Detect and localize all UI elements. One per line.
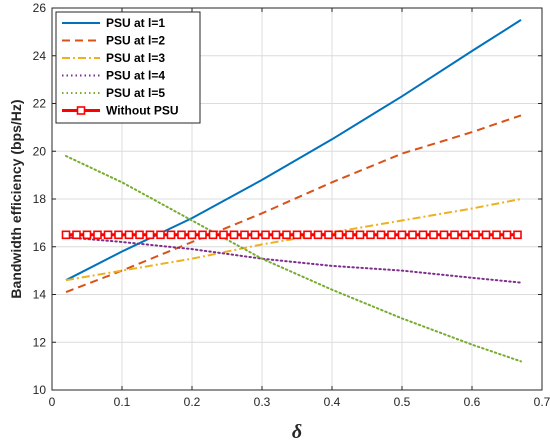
y-tick-label: 18 <box>33 192 47 206</box>
series-6-marker <box>429 230 438 240</box>
series-5-line <box>65 155 522 363</box>
series-6-marker <box>324 230 333 240</box>
series-3-line <box>65 198 522 282</box>
series-6-marker <box>282 230 291 240</box>
series-6-marker <box>471 230 480 240</box>
series-6-marker <box>135 230 144 240</box>
series-6-marker <box>481 230 491 240</box>
series-6-marker <box>387 230 396 240</box>
series-6-marker <box>145 230 155 240</box>
series-6-marker <box>124 230 134 240</box>
y-tick-label: 14 <box>33 288 47 302</box>
series-6-marker <box>166 230 176 240</box>
y-tick-label: 20 <box>33 144 47 158</box>
series-6-marker <box>345 230 354 240</box>
series-6-marker <box>271 230 281 240</box>
series-6-marker <box>82 230 92 240</box>
series-6-marker <box>408 230 417 240</box>
legend: PSU at l=1 PSU at l=2 PSU at l=3 PSU at l=4… <box>55 11 201 124</box>
series-1-line <box>65 19 522 282</box>
series-6-marker <box>187 230 197 240</box>
x-tick-label: 0.1 <box>114 395 131 409</box>
x-tick-label: 0 <box>49 395 56 409</box>
legend-entry: PSU at l=4 <box>106 69 165 83</box>
x-tick-label: 0.7 <box>534 395 550 409</box>
series-6-marker <box>366 230 375 240</box>
series-6-marker <box>114 230 123 240</box>
y-tick-label: 12 <box>33 335 47 349</box>
legend-box <box>55 11 201 124</box>
series-6-marker <box>93 230 102 240</box>
y-axis-label: Bandwidth efficiency (bps/Hz) <box>8 99 24 298</box>
x-tick-label: 0.3 <box>254 395 271 409</box>
legend-marker <box>76 106 86 115</box>
series-6-marker <box>72 230 81 240</box>
series-6-marker <box>460 230 470 240</box>
series-6-marker <box>492 230 501 240</box>
series-6-marker <box>240 230 249 240</box>
series-6-marker <box>103 230 113 240</box>
x-axis-label: δ <box>292 421 302 443</box>
x-tick-label: 0.6 <box>464 395 481 409</box>
series-6-marker <box>397 230 407 240</box>
series-6-marker <box>250 230 260 240</box>
y-tick-label: 16 <box>33 240 47 254</box>
series-6-marker <box>502 230 512 240</box>
series-6-marker <box>198 230 207 240</box>
y-tick-label: 24 <box>33 49 47 63</box>
series-6-marker <box>292 230 302 240</box>
series-6-marker <box>376 230 386 240</box>
legend-entry: Without PSU <box>106 104 179 118</box>
series-6-marker <box>313 230 323 240</box>
series-6-marker <box>355 230 365 240</box>
series-6-marker <box>418 230 428 240</box>
series-6-marker <box>156 230 165 240</box>
legend-entry: PSU at l=5 <box>106 86 165 100</box>
series-6-marker <box>334 230 344 240</box>
series-6-marker <box>513 230 522 240</box>
y-tick-label: 10 <box>33 383 47 397</box>
series-6-marker <box>303 230 312 240</box>
x-tick-label: 0.2 <box>184 395 201 409</box>
x-tick-label: 0.5 <box>394 395 411 409</box>
series-6-marker <box>439 230 449 240</box>
series-6-marker <box>450 230 459 240</box>
series-6-marker <box>229 230 239 240</box>
y-tick-label: 26 <box>33 1 47 15</box>
legend-entry: PSU at l=2 <box>106 34 165 48</box>
series-6-marker <box>61 230 71 240</box>
series-6-marker <box>261 230 270 240</box>
series-4-line <box>65 236 522 284</box>
tick-layer: 0 0.1 0.2 0.3 0.4 0.5 0.6 0.7 10 12 14 16 18 20 22 24 26 <box>33 1 550 409</box>
series-6-marker <box>208 230 218 240</box>
series-layer <box>61 19 522 363</box>
y-tick-label: 22 <box>33 97 47 111</box>
series-6-marker <box>177 230 186 240</box>
legend-entry: PSU at l=3 <box>106 51 165 65</box>
legend-entry: PSU at l=1 <box>106 16 165 30</box>
series-2-line <box>65 114 522 294</box>
x-tick-label: 0.4 <box>324 395 341 409</box>
series-6-marker <box>219 230 228 240</box>
